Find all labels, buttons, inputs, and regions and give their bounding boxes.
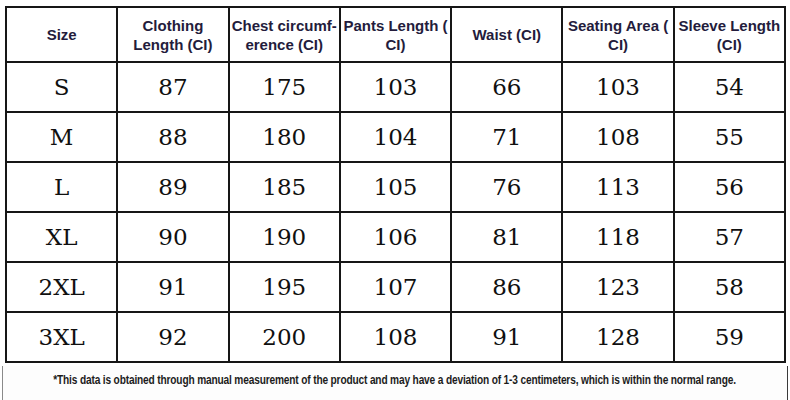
value-cell: 58 [674,262,785,312]
size-cell: L [6,162,117,212]
header-cell-clothing-length: Clothing Length (CI) [117,7,228,62]
value-cell: 89 [117,162,228,212]
size-cell: S [6,62,117,112]
value-cell: 190 [229,212,340,262]
value-cell: 56 [674,162,785,212]
value-cell: 88 [117,112,228,162]
table-row-m: M 88 180 104 71 108 55 [6,112,785,162]
value-cell: 91 [451,312,562,362]
table-row-l: L 89 185 105 76 113 56 [6,162,785,212]
size-cell: 2XL [6,262,117,312]
value-cell: 107 [340,262,451,312]
value-cell: 185 [229,162,340,212]
value-cell: 71 [451,112,562,162]
value-cell: 66 [451,62,562,112]
header-cell-sleeve-length: Sleeve Length (CI) [674,7,785,62]
value-cell: 195 [229,262,340,312]
value-cell: 118 [562,212,673,262]
value-cell: 180 [229,112,340,162]
table-row-xl: XL 90 190 106 81 118 57 [6,212,785,262]
value-cell: 87 [117,62,228,112]
table-row-3xl: 3XL 92 200 108 91 128 59 [6,312,785,362]
value-cell: 92 [117,312,228,362]
value-cell: 123 [562,262,673,312]
value-cell: 54 [674,62,785,112]
size-chart-body: S 87 175 103 66 103 54 M 88 180 104 71 1… [6,62,785,362]
value-cell: 105 [340,162,451,212]
value-cell: 103 [340,62,451,112]
header-cell-seating-area: Seating Area ( CI) [562,7,673,62]
header-cell-chest-circumference: Chest circumf- erence (CI) [229,7,340,62]
value-cell: 175 [229,62,340,112]
value-cell: 104 [340,112,451,162]
header-row: Size Clothing Length (CI) Chest circumf-… [6,7,785,62]
size-cell: M [6,112,117,162]
value-cell: 57 [674,212,785,262]
value-cell: 200 [229,312,340,362]
value-cell: 81 [451,212,562,262]
table-row-2xl: 2XL 91 195 107 86 123 58 [6,262,785,312]
value-cell: 55 [674,112,785,162]
size-chart-header: Size Clothing Length (CI) Chest circumf-… [6,7,785,62]
value-cell: 91 [117,262,228,312]
table-row-s: S 87 175 103 66 103 54 [6,62,785,112]
size-cell: 3XL [6,312,117,362]
value-cell: 103 [562,62,673,112]
size-chart-table: Size Clothing Length (CI) Chest circumf-… [5,6,786,363]
measurement-disclaimer: *This data is obtained through manual me… [54,372,737,387]
value-cell: 76 [451,162,562,212]
value-cell: 86 [451,262,562,312]
measurement-disclaimer-bar: *This data is obtained through manual me… [2,366,788,400]
header-cell-size: Size [6,7,117,62]
value-cell: 108 [340,312,451,362]
value-cell: 59 [674,312,785,362]
value-cell: 108 [562,112,673,162]
value-cell: 90 [117,212,228,262]
header-cell-pants-length: Pants Length ( CI) [340,7,451,62]
value-cell: 128 [562,312,673,362]
header-cell-waist: Waist (CI) [451,7,562,62]
size-cell: XL [6,212,117,262]
value-cell: 106 [340,212,451,262]
value-cell: 113 [562,162,673,212]
